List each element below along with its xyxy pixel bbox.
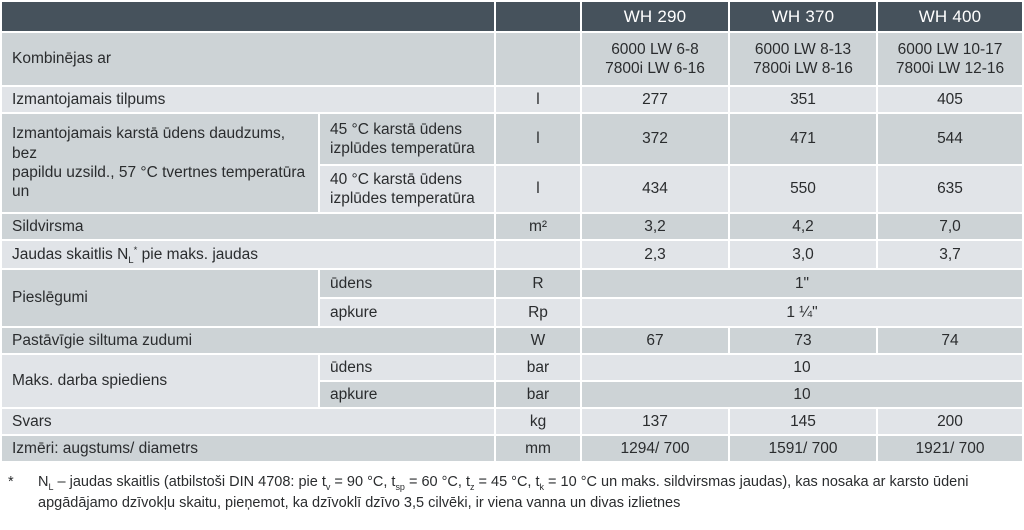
row-jaudas-skaitlis: Jaudas skaitlis NL* pie maks. jaudas 2,3…: [2, 241, 1022, 268]
spec-table: WH 290 WH 370 WH 400 Kombinējas ar 6000 …: [0, 0, 1024, 463]
value-cell: 200: [878, 409, 1022, 434]
sub-label-line: 45 °C karstā ūdens: [330, 120, 462, 138]
footnote-marker: *: [8, 474, 14, 490]
row-izmeri: Izmēri: augstums/ diametrs mm 1294/ 700 …: [2, 436, 1022, 461]
row-tilpums: Izmantojamais tilpums l 277 351 405: [2, 87, 1022, 112]
row-siltuma-zudumi: Pastāvīgie siltuma zudumi W 67 73 74: [2, 328, 1022, 353]
value-cell: 145: [730, 409, 876, 434]
row-label: Sildvirsma: [2, 214, 494, 239]
unit-cell: l: [496, 114, 580, 164]
row-pieslegumi-udens: Pieslēgumi ūdens R 1": [2, 270, 1022, 326]
value-cell: 3,0: [730, 241, 876, 268]
row-label: Jaudas skaitlis NL* pie maks. jaudas: [2, 241, 494, 268]
value-line: 7800i LW 8-16: [753, 60, 853, 77]
sub-label: 45 °C karstā ūdens izplūdes temperatūra: [320, 114, 494, 164]
unit-cell: l: [496, 166, 580, 212]
value-cell-merged: 1": [582, 270, 1022, 297]
column-header-wh400: WH 400: [878, 2, 1022, 31]
value-cell: 372: [582, 114, 728, 164]
label-line: Izmantojamais karstā ūdens daudzums, bez: [12, 125, 286, 162]
value-line: 7800i LW 12-16: [895, 60, 1005, 77]
label-line: papildu uzsild., 57 °C tvertnes temperat…: [12, 164, 306, 201]
value-cell: 74: [878, 328, 1022, 353]
unit-cell: m²: [496, 214, 580, 239]
sub-label: apkure: [320, 382, 494, 407]
sub-label: ūdens: [320, 355, 494, 380]
row-label: Pieslēgumi: [2, 270, 318, 326]
value-cell: 405: [878, 87, 1022, 112]
value-cell: 6000 LW 10-17 7800i LW 12-16: [878, 33, 1022, 85]
sub-label: 40 °C karstā ūdens izplūdes temperatūra: [320, 166, 494, 212]
sub-label-line: 40 °C karstā ūdens: [330, 170, 462, 188]
value-cell: 4,2: [730, 214, 876, 239]
value-line: 6000 LW 8-13: [754, 40, 852, 58]
footnote: * NL – jaudas skaitlis (atbilstoši DIN 4…: [0, 472, 1024, 514]
value-cell: 73: [730, 328, 876, 353]
value-line: 6000 LW 10-17: [897, 40, 1003, 58]
row-label: Kombinējas ar: [2, 33, 494, 85]
row-label: Maks. darba spiediens: [2, 355, 318, 407]
value-cell: 3,2: [582, 214, 728, 239]
unit-cell: [496, 33, 580, 85]
value-cell: 137: [582, 409, 728, 434]
row-sildvirsma: Sildvirsma m² 3,2 4,2 7,0: [2, 214, 1022, 239]
column-header-wh290: WH 290: [582, 2, 728, 31]
sub-label: apkure: [320, 299, 494, 326]
value-cell: 434: [582, 166, 728, 212]
value-cell: 3,7: [878, 241, 1022, 268]
sub-label-line: izplūdes temperatūra: [330, 140, 475, 157]
row-karsta-udens-45: Izmantojamais karstā ūdens daudzums, bez…: [2, 114, 1022, 212]
unit-cell: bar: [496, 355, 580, 380]
value-line: 6000 LW 6-8: [611, 40, 699, 58]
row-kombinejas: Kombinējas ar 6000 LW 6-8 7800i LW 6-16 …: [2, 33, 1022, 85]
value-cell-merged: 10: [582, 355, 1022, 380]
row-label: Izmēri: augstums/ diametrs: [2, 436, 494, 461]
value-line: 7800i LW 6-16: [605, 60, 705, 77]
value-cell: 544: [878, 114, 1022, 164]
value-cell: 351: [730, 87, 876, 112]
value-cell: 550: [730, 166, 876, 212]
unit-cell: mm: [496, 436, 580, 461]
value-cell: 7,0: [878, 214, 1022, 239]
header-row: WH 290 WH 370 WH 400: [2, 2, 1022, 31]
value-cell: 6000 LW 8-13 7800i LW 8-16: [730, 33, 876, 85]
unit-cell: kg: [496, 409, 580, 434]
value-cell: 1591/ 700: [730, 436, 876, 461]
row-label: Pastāvīgie siltuma zudumi: [2, 328, 494, 353]
value-cell: 67: [582, 328, 728, 353]
unit-cell: W: [496, 328, 580, 353]
value-cell: 277: [582, 87, 728, 112]
sub-label-line: izplūdes temperatūra: [330, 190, 475, 207]
column-header-wh370: WH 370: [730, 2, 876, 31]
value-cell: 1294/ 700: [582, 436, 728, 461]
value-cell: 471: [730, 114, 876, 164]
unit-cell: R: [496, 270, 580, 297]
footnote-text: NL – jaudas skaitlis (atbilstoši DIN 470…: [38, 474, 969, 512]
unit-cell: bar: [496, 382, 580, 407]
value-cell: 2,3: [582, 241, 728, 268]
row-label: Izmantojamais tilpums: [2, 87, 494, 112]
unit-cell: Rp: [496, 299, 580, 326]
value-cell: 635: [878, 166, 1022, 212]
value-cell-merged: 1 ¼": [582, 299, 1022, 326]
row-svars: Svars kg 137 145 200: [2, 409, 1022, 434]
value-cell: 1921/ 700: [878, 436, 1022, 461]
row-karsta-udens-40: 40 °C karstā ūdens izplūdes temperatūra …: [2, 166, 1022, 212]
unit-cell: l: [496, 87, 580, 112]
row-pieslegumi-apkure: apkure Rp 1 ¼": [2, 299, 1022, 326]
value-cell-merged: 10: [582, 382, 1022, 407]
header-spacer-unit: [496, 2, 580, 31]
row-spiediens-apkure: apkure bar 10: [2, 382, 1022, 407]
row-label: Izmantojamais karstā ūdens daudzums, bez…: [2, 114, 318, 212]
header-spacer-label: [2, 2, 494, 31]
row-label: Svars: [2, 409, 494, 434]
sub-label: ūdens: [320, 270, 494, 297]
unit-cell: [496, 241, 580, 268]
row-spiediens-udens: Maks. darba spiediens ūdens bar 10: [2, 355, 1022, 407]
value-cell: 6000 LW 6-8 7800i LW 6-16: [582, 33, 728, 85]
